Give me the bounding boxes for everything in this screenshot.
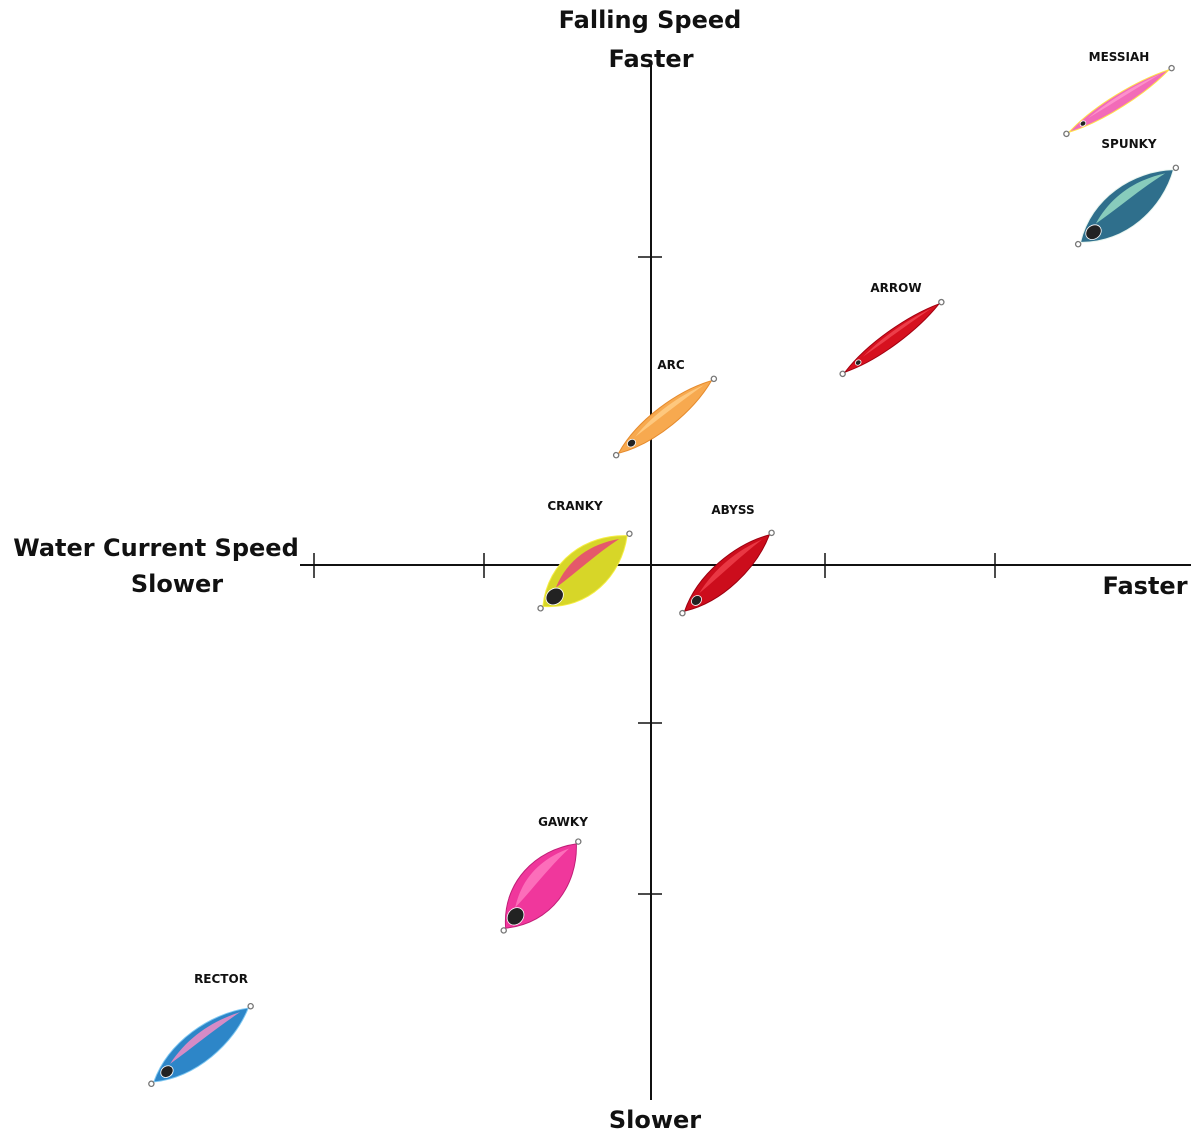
jig-lure-icon bbox=[537, 530, 633, 612]
jig-label: CRANKY bbox=[547, 499, 603, 513]
jig-highlight bbox=[635, 385, 704, 437]
jig-ring bbox=[710, 375, 718, 383]
jig-lure-icon bbox=[500, 838, 582, 934]
jig-ring bbox=[1168, 64, 1175, 72]
y-axis-title: Falling Speed bbox=[559, 6, 742, 34]
jig-ring bbox=[1063, 130, 1070, 138]
jig-ring bbox=[938, 298, 945, 306]
jig-messiah: MESSIAH bbox=[1063, 50, 1175, 138]
jig-eye bbox=[627, 438, 637, 448]
jig-eye bbox=[1085, 224, 1102, 240]
jig-body bbox=[1067, 69, 1170, 134]
jig-highlight bbox=[699, 539, 763, 594]
jig-lure-icon bbox=[148, 1002, 254, 1088]
jig-highlight bbox=[515, 848, 570, 908]
jig-label: ABYSS bbox=[711, 503, 754, 517]
jig-ring bbox=[626, 530, 633, 537]
jig-arrow: ARROW bbox=[839, 281, 945, 378]
y-axis-top-label: Faster bbox=[608, 45, 693, 73]
jig-ring bbox=[148, 1080, 155, 1088]
jig-eye bbox=[506, 907, 525, 926]
jig-ring bbox=[612, 451, 620, 459]
jig-eye bbox=[160, 1065, 174, 1078]
jig-eye bbox=[1079, 120, 1087, 127]
jig-ring bbox=[768, 529, 775, 537]
jig-body bbox=[1079, 169, 1175, 243]
jig-highlight bbox=[1088, 73, 1162, 119]
jig-eye bbox=[545, 587, 564, 606]
jig-body bbox=[843, 302, 941, 374]
jig-eye bbox=[854, 359, 862, 366]
jig-rector: RECTOR bbox=[148, 972, 254, 1088]
jig-abyss: ABYSS bbox=[679, 503, 775, 617]
jig-ring bbox=[1172, 164, 1180, 172]
jig-lure-icon bbox=[1063, 64, 1175, 138]
x-axis-left-label: Slower bbox=[131, 570, 223, 598]
jig-highlight bbox=[1095, 173, 1166, 224]
axes bbox=[300, 62, 1191, 1100]
jig-lure-icon bbox=[612, 375, 718, 459]
jig-lure-icon bbox=[679, 529, 775, 617]
jig-arc: ARC bbox=[612, 358, 718, 459]
jig-spunky: SPUNKY bbox=[1074, 137, 1180, 248]
jig-label: ARROW bbox=[870, 281, 921, 295]
jig-label: RECTOR bbox=[194, 972, 248, 986]
jig-label: ARC bbox=[657, 358, 685, 372]
jig-lure-icon bbox=[839, 298, 945, 378]
jig-highlight bbox=[862, 308, 932, 357]
jig-gawky: GAWKY bbox=[500, 815, 588, 934]
jig-label: MESSIAH bbox=[1089, 50, 1150, 64]
jig-ring bbox=[839, 370, 846, 378]
jig-lure-icon bbox=[1074, 164, 1180, 248]
jig-ring bbox=[537, 605, 544, 612]
jig-highlight bbox=[170, 1012, 241, 1064]
jig-cranky: CRANKY bbox=[537, 499, 633, 612]
jig-body bbox=[505, 843, 577, 929]
jig-ring bbox=[679, 609, 686, 617]
jig-label: GAWKY bbox=[538, 815, 588, 829]
jig-body bbox=[542, 535, 628, 607]
jig-body bbox=[683, 534, 771, 612]
x-axis-right-label: Faster bbox=[1102, 572, 1187, 600]
x-axis-title: Water Current Speed bbox=[13, 534, 299, 562]
jig-eye bbox=[691, 595, 702, 606]
jig-highlight bbox=[555, 538, 620, 588]
jig-body bbox=[152, 1007, 250, 1083]
jig-ring bbox=[247, 1002, 254, 1010]
jig-label: SPUNKY bbox=[1101, 137, 1157, 151]
jig-ring bbox=[575, 838, 582, 845]
jig-ring bbox=[500, 927, 507, 934]
jig-body bbox=[617, 379, 713, 455]
y-axis-bottom-label: Slower bbox=[609, 1106, 701, 1133]
jig-ring bbox=[1074, 240, 1082, 248]
jig-markers: MESSIAH SPUNKY ARROW ARC CRANKY ABYSS GAWKY REC… bbox=[148, 50, 1180, 1088]
